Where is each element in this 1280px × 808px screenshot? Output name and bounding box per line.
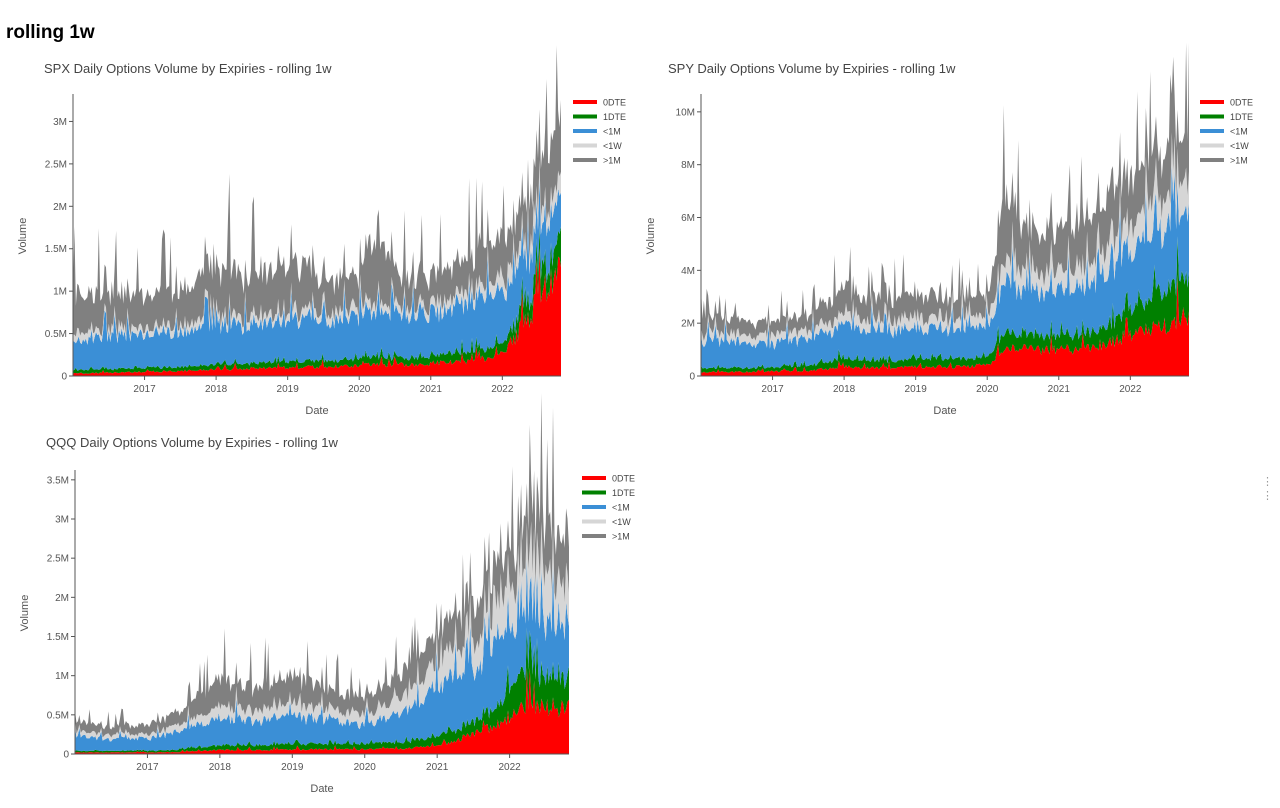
spx-y-tick-label: 1M (53, 287, 67, 298)
spx-x-tick-label: 2020 (348, 384, 371, 395)
qqq-x-tick-label: 2018 (209, 762, 232, 773)
qqq-y-tick-label: 0.5M (47, 710, 69, 721)
spx-series-lt-1m (73, 177, 561, 371)
qqq-y-tick-label: 3.5M (47, 475, 69, 486)
spy-legend-label-1dte[interactable]: 1DTE (1230, 112, 1253, 122)
spx-legend-label-1dte[interactable]: 1DTE (603, 112, 626, 122)
qqq-series-lt-1m (75, 559, 569, 752)
spx-x-tick-label: 2017 (133, 384, 156, 395)
spx-series-gt-1m (73, 45, 561, 338)
spy-legend-label-lt-1m[interactable]: <1M (1230, 127, 1248, 137)
spx-series-0dte (73, 248, 561, 376)
spy-series-lt-1m (701, 165, 1189, 370)
spy-x-axis-label: Date (933, 405, 956, 417)
spx-legend-label-0dte[interactable]: 0DTE (603, 98, 626, 108)
spx-y-tick-label: 2M (53, 202, 67, 213)
spy-chart-panel: SPY Daily Options Volume by Expiries - r… (640, 42, 1270, 426)
qqq-series-lt-1w (75, 521, 569, 742)
spx-chart-title: SPX Daily Options Volume by Expiries - r… (44, 61, 332, 76)
vertical-ellipsis-icon[interactable]: ⋮ (1262, 490, 1273, 502)
spy-x-tick-label: 2018 (833, 384, 856, 395)
spy-chart-title: SPY Daily Options Volume by Expiries - r… (668, 61, 956, 76)
spy-y-tick-label: 4M (681, 266, 695, 277)
spy-x-tick-label: 2022 (1119, 384, 1142, 395)
spy-series-1dte (701, 236, 1189, 373)
spy-x-tick-label: 2020 (976, 384, 999, 395)
spy-x-tick-label: 2021 (1048, 384, 1071, 395)
spx-legend-label-gt-1m[interactable]: >1M (603, 156, 621, 166)
spy-x-tick-label: 2017 (761, 384, 784, 395)
spy-series-0dte (701, 274, 1189, 376)
qqq-x-axis-label: Date (310, 783, 333, 795)
spy-y-tick-label: 10M (676, 107, 695, 118)
qqq-y-tick-label: 0 (63, 750, 69, 761)
qqq-legend-label-gt-1m[interactable]: >1M (612, 532, 630, 542)
spx-x-tick-label: 2021 (420, 384, 443, 395)
qqq-series-0dte (75, 667, 569, 754)
spx-y-tick-label: 3M (53, 117, 67, 128)
spx-x-tick-label: 2022 (491, 384, 514, 395)
qqq-y-tick-label: 2.5M (47, 554, 69, 565)
spy-y-tick-label: 8M (681, 160, 695, 171)
spx-series-lt-1w (73, 159, 561, 345)
qqq-y-tick-label: 1M (55, 671, 69, 682)
spx-y-tick-label: 0.5M (45, 329, 67, 340)
spy-y-tick-label: 6M (681, 213, 695, 224)
spx-legend-label-lt-1w[interactable]: <1W (603, 141, 622, 151)
qqq-x-tick-label: 2017 (136, 762, 159, 773)
vertical-ellipsis-icon[interactable]: ⋮ (1262, 476, 1273, 488)
qqq-x-tick-label: 2022 (498, 762, 521, 773)
spx-x-tick-label: 2018 (205, 384, 228, 395)
page-title: rolling 1w (6, 22, 95, 43)
spy-y-tick-label: 2M (681, 319, 695, 330)
spx-y-tick-label: 2.5M (45, 159, 67, 170)
qqq-x-tick-label: 2020 (354, 762, 377, 773)
qqq-chart-svg: QQQ Daily Options Volume by Expiries - r… (19, 393, 635, 795)
spy-legend-label-0dte[interactable]: 0DTE (1230, 98, 1253, 108)
qqq-series-gt-1m (75, 393, 569, 738)
spy-legend-label-gt-1m[interactable]: >1M (1230, 156, 1248, 166)
spx-y-axis-label: Volume (17, 218, 29, 255)
qqq-chart-panel: QQQ Daily Options Volume by Expiries - r… (0, 393, 640, 805)
qqq-y-tick-label: 2M (55, 593, 69, 604)
qqq-y-axis-label: Volume (19, 595, 31, 632)
qqq-legend-label-lt-1m[interactable]: <1M (612, 503, 630, 513)
spx-chart-panel: SPX Daily Options Volume by Expiries - r… (0, 45, 640, 426)
qqq-x-tick-label: 2021 (426, 762, 449, 773)
spy-x-tick-label: 2019 (905, 384, 928, 395)
spy-y-tick-label: 0 (689, 372, 695, 383)
qqq-legend-label-1dte[interactable]: 1DTE (612, 488, 635, 498)
qqq-legend-label-lt-1w[interactable]: <1W (612, 517, 631, 527)
spy-legend-label-lt-1w[interactable]: <1W (1230, 141, 1249, 151)
spy-y-axis-label: Volume (645, 218, 657, 255)
qqq-chart-title: QQQ Daily Options Volume by Expiries - r… (46, 435, 338, 450)
spy-chart-svg: SPY Daily Options Volume by Expiries - r… (645, 42, 1253, 417)
spx-y-tick-label: 0 (61, 372, 67, 383)
spx-y-tick-label: 1.5M (45, 244, 67, 255)
spx-x-axis-label: Date (305, 405, 328, 417)
spx-legend-label-lt-1m[interactable]: <1M (603, 127, 621, 137)
qqq-y-tick-label: 1.5M (47, 632, 69, 643)
spx-chart-svg: SPX Daily Options Volume by Expiries - r… (17, 45, 626, 417)
qqq-legend-label-0dte[interactable]: 0DTE (612, 474, 635, 484)
qqq-x-tick-label: 2019 (281, 762, 304, 773)
spy-series-gt-1m (701, 42, 1189, 342)
spx-x-tick-label: 2019 (277, 384, 300, 395)
qqq-y-tick-label: 3M (55, 515, 69, 526)
